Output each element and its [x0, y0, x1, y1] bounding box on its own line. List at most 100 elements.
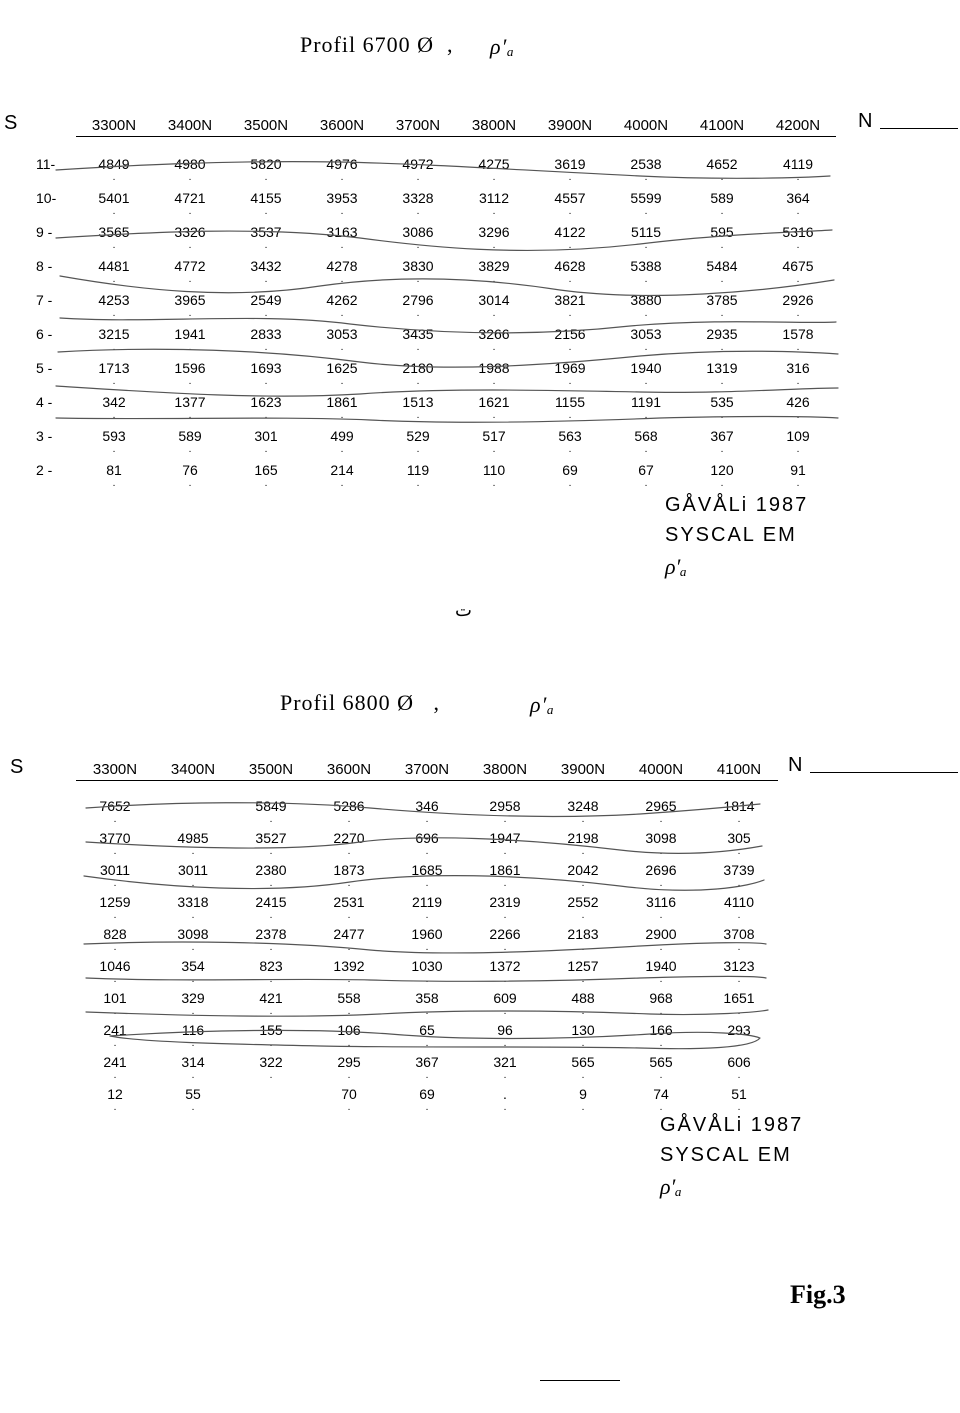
data-cell: 1947: [466, 816, 544, 846]
data-cell: 3829: [456, 244, 532, 274]
data-cell: 2696: [622, 848, 700, 878]
data-cell: 305: [700, 816, 778, 846]
data-cell: 293: [700, 1008, 778, 1038]
data-cell: 110: [456, 448, 532, 478]
axis-n-p2: N: [788, 754, 802, 777]
data-cell: 81: [76, 448, 152, 478]
data-cell: 4985: [154, 816, 232, 846]
data-cell: 828: [76, 912, 154, 942]
data-cell: 214: [304, 448, 380, 478]
data-cell: [154, 784, 232, 814]
data-cell: 593: [76, 414, 152, 444]
data-cell: 4119: [760, 142, 836, 172]
data-cell: 3123: [700, 944, 778, 974]
data-cell: 4721: [152, 176, 228, 206]
data-cell: 4275: [456, 142, 532, 172]
data-cell: 558: [310, 976, 388, 1006]
data-cell: 565: [544, 1040, 622, 1070]
row-label: 3 -: [30, 414, 76, 444]
data-cell: [232, 1072, 310, 1102]
data-cell: 3266: [456, 312, 532, 342]
data-cell: 488: [544, 976, 622, 1006]
data-cell: 3014: [456, 278, 532, 308]
data-cell: 426: [760, 380, 836, 410]
column-header: 3500N: [228, 108, 304, 137]
data-cell: 1861: [304, 380, 380, 410]
caption-p2-rho: ρ′ₐ: [660, 1170, 803, 1203]
data-cell: 5599: [608, 176, 684, 206]
data-cell: 5388: [608, 244, 684, 274]
data-cell: 3432: [228, 244, 304, 274]
stray-mark-p1: ت: [455, 600, 472, 621]
data-cell: 5286: [310, 784, 388, 814]
row-label: [36, 1040, 76, 1070]
data-cell: 67: [608, 448, 684, 478]
data-cell: 2266: [466, 912, 544, 942]
caption-p1-l1: GÅVÅLi 1987: [665, 490, 808, 520]
data-cell: 3965: [152, 278, 228, 308]
data-cell: 101: [76, 976, 154, 1006]
data-cell: 4972: [380, 142, 456, 172]
data-cell: 109: [760, 414, 836, 444]
data-cell: 3821: [532, 278, 608, 308]
column-header: 4100N: [684, 108, 760, 137]
data-cell: 120: [684, 448, 760, 478]
data-cell: 2156: [532, 312, 608, 342]
column-header: 3800N: [466, 752, 544, 781]
data-cell: 3527: [232, 816, 310, 846]
column-header: 3300N: [76, 108, 152, 137]
row-label: [36, 848, 76, 878]
data-cell: 74: [622, 1072, 700, 1102]
data-cell: 166: [622, 1008, 700, 1038]
data-cell: 12: [76, 1072, 154, 1102]
axis-s-p2: S: [10, 756, 23, 779]
data-cell: 968: [622, 976, 700, 1006]
data-cell: 3116: [622, 880, 700, 910]
data-cell: 1651: [700, 976, 778, 1006]
data-cell: 3739: [700, 848, 778, 878]
data-cell: 1046: [76, 944, 154, 974]
data-cell: 3785: [684, 278, 760, 308]
data-grid-p1: 3300N3400N3500N3600N3700N3800N3900N4000N…: [30, 108, 836, 482]
data-cell: 1713: [76, 346, 152, 376]
title-p1: Profil 6700 Ø ,: [300, 32, 454, 58]
axis-line-right-p1: [880, 128, 958, 129]
data-cell: 3619: [532, 142, 608, 172]
caption-p1-l2: SYSCAL EM: [665, 520, 808, 550]
data-cell: 119: [380, 448, 456, 478]
caption-p1-rho: ρ′ₐ: [665, 550, 808, 583]
data-cell: 155: [232, 1008, 310, 1038]
data-cell: 1940: [608, 346, 684, 376]
data-cell: 4481: [76, 244, 152, 274]
data-cell: 589: [152, 414, 228, 444]
row-label: 5 -: [30, 346, 76, 376]
data-cell: 3770: [76, 816, 154, 846]
data-cell: 2180: [380, 346, 456, 376]
data-cell: 1873: [310, 848, 388, 878]
data-cell: 1814: [700, 784, 778, 814]
data-cell: 65: [388, 1008, 466, 1038]
data-cell: 314: [154, 1040, 232, 1070]
data-cell: 595: [684, 210, 760, 240]
data-cell: 3953: [304, 176, 380, 206]
data-cell: 3011: [154, 848, 232, 878]
column-header: 3300N: [76, 752, 154, 781]
data-cell: 3011: [76, 848, 154, 878]
caption-p2-l2: SYSCAL EM: [660, 1140, 803, 1170]
data-cell: 367: [388, 1040, 466, 1070]
data-cell: 2198: [544, 816, 622, 846]
title-p1-main: Profil 6700 Ø: [300, 32, 434, 57]
data-cell: .: [466, 1072, 544, 1102]
data-cell: 529: [380, 414, 456, 444]
data-cell: 1960: [388, 912, 466, 942]
data-cell: 4772: [152, 244, 228, 274]
axis-n-p1: N: [858, 110, 872, 133]
data-cell: 2378: [232, 912, 310, 942]
row-label: 6 -: [30, 312, 76, 342]
data-cell: 568: [608, 414, 684, 444]
data-cell: 1685: [388, 848, 466, 878]
column-header: 3600N: [310, 752, 388, 781]
data-cell: 165: [228, 448, 304, 478]
data-cell: 2833: [228, 312, 304, 342]
data-cell: 2900: [622, 912, 700, 942]
